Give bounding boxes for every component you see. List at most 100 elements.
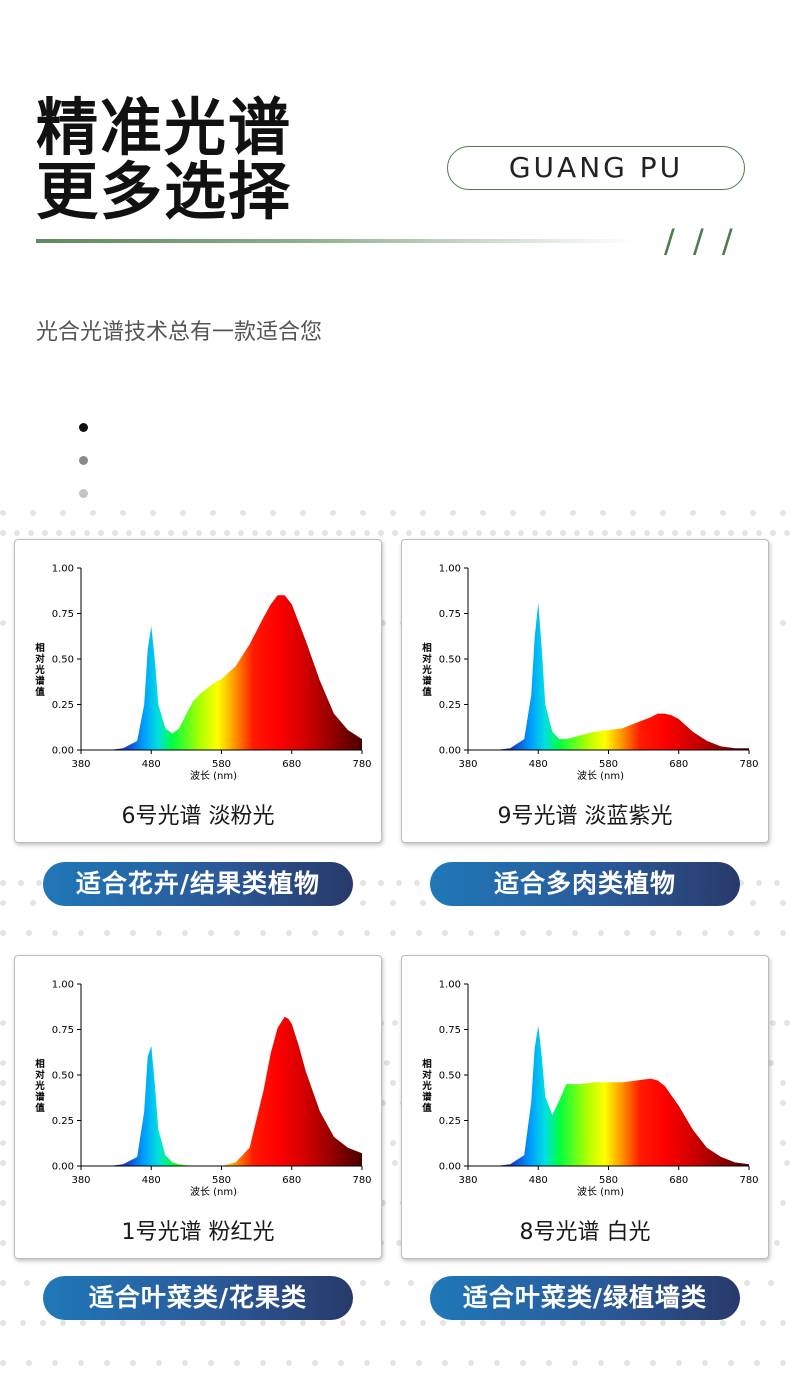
bg-dot	[680, 1320, 686, 1326]
x-tick-label: 480	[142, 759, 161, 770]
y-axis-label: 相对光谱值	[34, 642, 45, 698]
bg-dot	[20, 1320, 26, 1326]
y-tick-label: 0.00	[52, 746, 74, 757]
pager-dot[interactable]	[79, 456, 88, 465]
bg-dot	[442, 1360, 448, 1366]
x-tick-label: 780	[352, 759, 371, 770]
bg-dot	[130, 930, 136, 936]
bg-dot	[312, 1360, 318, 1366]
bg-dot	[0, 1160, 6, 1166]
spectrum-caption: 1号光谱 粉红光	[121, 1220, 275, 1245]
bg-dot	[630, 510, 636, 516]
bg-dot	[360, 1320, 366, 1326]
bg-dot	[270, 510, 276, 516]
y-tick-label: 0.50	[439, 655, 461, 666]
x-tick-label: 780	[739, 759, 758, 770]
bg-dot	[234, 930, 240, 936]
y-tick-label: 0.25	[52, 1116, 74, 1127]
bg-dot	[448, 530, 454, 536]
spectrum-area	[81, 595, 362, 750]
x-tick-label: 380	[458, 759, 477, 770]
pager-dot-active[interactable]	[79, 423, 88, 432]
bg-dot	[770, 530, 776, 536]
bg-dot	[720, 510, 726, 516]
bg-dot	[650, 1360, 656, 1366]
suitable-plants-pill[interactable]: 适合叶菜类/绿植墙类	[430, 1276, 740, 1320]
bg-dot	[0, 1280, 6, 1286]
bg-dot	[500, 1320, 506, 1326]
suitable-plants-pill[interactable]: 适合花卉/结果类植物	[43, 862, 353, 906]
bg-dot	[416, 930, 422, 936]
bg-dot	[676, 1360, 682, 1366]
bg-dot	[286, 930, 292, 936]
x-tick-label: 580	[599, 759, 618, 770]
bg-dot	[420, 1320, 426, 1326]
x-tick-label: 580	[212, 759, 231, 770]
guangpu-tag: GUANG PU	[447, 146, 745, 190]
bg-dot	[468, 930, 474, 936]
bg-dot	[182, 930, 188, 936]
bg-dot	[644, 530, 650, 536]
bg-dot	[120, 510, 126, 516]
bg-dot	[774, 880, 780, 886]
pager-dot[interactable]	[79, 489, 88, 498]
bg-dot	[462, 530, 468, 536]
bg-dot	[150, 510, 156, 516]
bg-dot	[408, 1280, 414, 1286]
y-tick-label: 0.50	[52, 655, 74, 666]
bg-dot	[280, 1320, 286, 1326]
bg-dot	[338, 1360, 344, 1366]
x-tick-label: 680	[282, 1175, 301, 1186]
bg-dot	[364, 530, 370, 536]
bg-dot	[0, 1080, 6, 1086]
bg-dot	[780, 1200, 786, 1206]
bg-dot	[104, 1360, 110, 1366]
bg-dot	[780, 900, 786, 906]
bg-dot	[266, 530, 272, 536]
bg-dot	[406, 530, 412, 536]
bg-dot	[546, 1360, 552, 1366]
bg-dot	[660, 510, 666, 516]
bg-dot	[350, 530, 356, 536]
bg-dot	[40, 1320, 46, 1326]
bg-dot	[380, 1200, 386, 1206]
bg-dot	[598, 1360, 604, 1366]
bg-dot	[768, 1280, 774, 1286]
title-line-2: 更多选择	[36, 155, 293, 228]
bg-dot	[414, 880, 420, 886]
bg-dot	[390, 900, 396, 906]
bg-dot	[624, 1360, 630, 1366]
spectrum-chart: 380 480 580 680 780 0.00 0.25 0.50 0.75 1.00 波长 (n…	[421, 564, 758, 783]
bg-dot	[494, 930, 500, 936]
x-tick-label: 480	[142, 1175, 161, 1186]
bg-dot	[392, 1160, 398, 1166]
bg-dot	[598, 930, 604, 936]
suitable-plants-pill[interactable]: 适合多肉类植物	[430, 862, 740, 906]
y-tick-label: 0.00	[439, 1162, 461, 1173]
bg-dot	[18, 880, 24, 886]
bg-dot	[780, 620, 786, 626]
suitable-plants-pill[interactable]: 适合叶菜类/花果类	[43, 1276, 353, 1320]
bg-dot	[308, 530, 314, 536]
x-tick-label: 680	[669, 759, 688, 770]
bg-dot	[0, 510, 6, 516]
bg-dot	[756, 880, 762, 886]
bg-dot	[728, 1360, 734, 1366]
y-tick-label: 0.75	[439, 609, 461, 620]
bg-dot	[52, 1360, 58, 1366]
bg-dot	[104, 930, 110, 936]
x-tick-label: 480	[529, 1175, 548, 1186]
bg-dot	[42, 530, 48, 536]
bg-dot	[420, 530, 426, 536]
bg-dot	[434, 530, 440, 536]
bg-dot	[140, 1320, 146, 1326]
bg-dot	[744, 1280, 750, 1286]
bg-dot	[520, 930, 526, 936]
spectrum-chart: 380 480 580 680 780 0.00 0.25 0.50 0.75 1.00 波长 (n…	[34, 980, 371, 1199]
bg-dot	[338, 930, 344, 936]
bg-dot	[738, 880, 744, 886]
bg-dot	[532, 530, 538, 536]
bg-dot	[378, 880, 384, 886]
bg-dot	[442, 930, 448, 936]
bg-dot	[460, 1320, 466, 1326]
